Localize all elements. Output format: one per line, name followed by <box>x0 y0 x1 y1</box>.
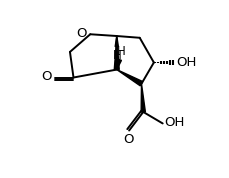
Text: O: O <box>41 70 52 83</box>
Polygon shape <box>114 36 119 70</box>
Polygon shape <box>116 70 142 86</box>
Text: O: O <box>76 27 86 40</box>
Polygon shape <box>141 84 145 112</box>
Polygon shape <box>115 36 118 47</box>
Text: H: H <box>116 45 125 58</box>
Text: OH: OH <box>175 56 196 69</box>
Text: H: H <box>112 49 121 62</box>
Text: OH: OH <box>164 116 184 129</box>
Polygon shape <box>116 59 121 70</box>
Text: O: O <box>123 133 133 146</box>
